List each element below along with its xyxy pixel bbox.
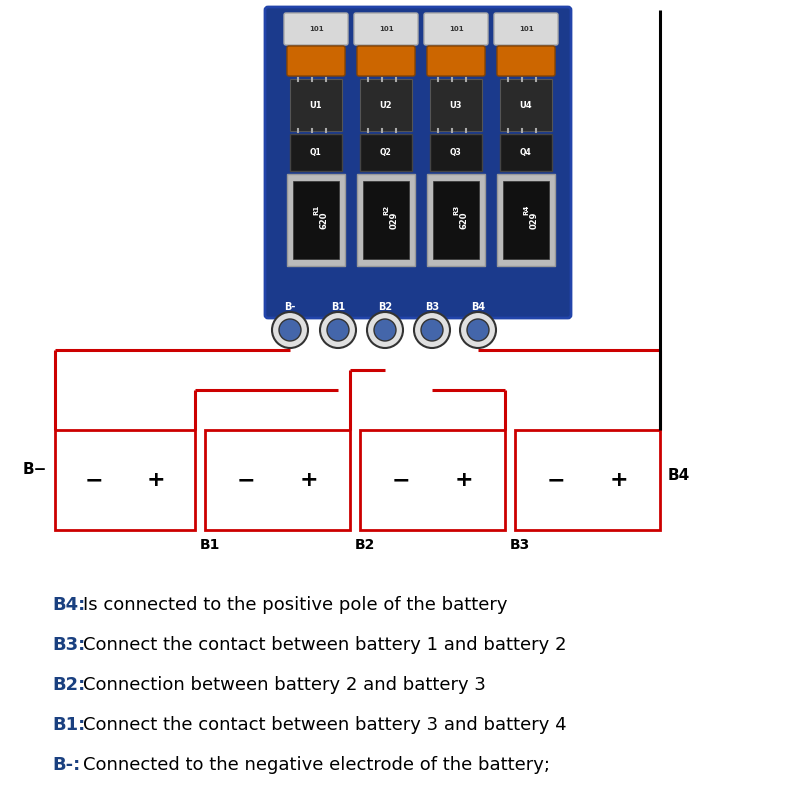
- Bar: [55, 430, 195, 530]
- FancyBboxPatch shape: [424, 13, 488, 45]
- Text: +: +: [610, 470, 629, 490]
- Text: Connect the contact between battery 3 and battery 4: Connect the contact between battery 3 an…: [83, 716, 566, 734]
- FancyBboxPatch shape: [430, 79, 482, 131]
- FancyBboxPatch shape: [430, 134, 482, 171]
- Text: Connected to the negative electrode of the battery;: Connected to the negative electrode of t…: [83, 756, 550, 774]
- Circle shape: [467, 319, 489, 341]
- Circle shape: [367, 312, 403, 348]
- Circle shape: [460, 312, 496, 348]
- FancyBboxPatch shape: [357, 46, 415, 76]
- Circle shape: [279, 319, 301, 341]
- Text: −: −: [236, 470, 255, 490]
- FancyBboxPatch shape: [293, 181, 339, 259]
- FancyBboxPatch shape: [354, 13, 418, 45]
- FancyBboxPatch shape: [494, 13, 558, 45]
- Text: Q4: Q4: [520, 149, 532, 158]
- Circle shape: [327, 319, 349, 341]
- Text: 101: 101: [309, 26, 323, 32]
- Text: −: −: [546, 470, 565, 490]
- FancyBboxPatch shape: [357, 174, 415, 266]
- Text: B3: B3: [510, 538, 530, 552]
- Text: 101: 101: [449, 26, 463, 32]
- Text: B1: B1: [200, 538, 220, 552]
- FancyBboxPatch shape: [360, 134, 412, 171]
- Text: Q2: Q2: [380, 149, 392, 158]
- Circle shape: [320, 312, 356, 348]
- FancyBboxPatch shape: [497, 174, 555, 266]
- Text: U2: U2: [380, 101, 392, 110]
- Text: Connect the contact between battery 1 and battery 2: Connect the contact between battery 1 an…: [83, 636, 566, 654]
- Text: 620: 620: [459, 211, 469, 229]
- Text: 620: 620: [319, 211, 329, 229]
- Text: R2: R2: [383, 205, 389, 215]
- Text: B3:: B3:: [52, 636, 86, 654]
- Text: B-:: B-:: [52, 756, 80, 774]
- FancyBboxPatch shape: [500, 134, 552, 171]
- Text: B−: B−: [22, 462, 47, 478]
- Bar: [360, 430, 505, 530]
- Text: U1: U1: [310, 101, 322, 110]
- Text: B4: B4: [471, 302, 485, 312]
- FancyBboxPatch shape: [290, 134, 342, 171]
- Text: 101: 101: [378, 26, 394, 32]
- FancyBboxPatch shape: [500, 79, 552, 131]
- Text: B2: B2: [378, 302, 392, 312]
- Text: B4:: B4:: [52, 596, 86, 614]
- Text: B2: B2: [355, 538, 375, 552]
- Bar: [515, 430, 660, 530]
- Text: B3: B3: [425, 302, 439, 312]
- Text: R3: R3: [453, 205, 459, 215]
- Text: B1:: B1:: [52, 716, 86, 734]
- Text: 029: 029: [530, 211, 538, 229]
- Text: Connection between battery 2 and battery 3: Connection between battery 2 and battery…: [83, 676, 486, 694]
- Text: R1: R1: [313, 205, 319, 215]
- Text: U4: U4: [520, 101, 532, 110]
- Text: Q1: Q1: [310, 149, 322, 158]
- Text: U3: U3: [450, 101, 462, 110]
- FancyBboxPatch shape: [503, 181, 549, 259]
- Text: +: +: [455, 470, 474, 490]
- Text: +: +: [300, 470, 318, 490]
- Text: B-: B-: [284, 302, 296, 312]
- Text: B4: B4: [668, 467, 690, 482]
- FancyBboxPatch shape: [433, 181, 479, 259]
- FancyBboxPatch shape: [265, 7, 571, 318]
- Circle shape: [421, 319, 443, 341]
- FancyBboxPatch shape: [284, 13, 348, 45]
- Circle shape: [414, 312, 450, 348]
- FancyBboxPatch shape: [287, 174, 345, 266]
- Text: 029: 029: [390, 211, 398, 229]
- Text: +: +: [146, 470, 165, 490]
- Text: 101: 101: [518, 26, 534, 32]
- FancyBboxPatch shape: [497, 46, 555, 76]
- Bar: [205, 430, 350, 530]
- Circle shape: [374, 319, 396, 341]
- FancyBboxPatch shape: [360, 79, 412, 131]
- Circle shape: [272, 312, 308, 348]
- Text: B2:: B2:: [52, 676, 86, 694]
- FancyBboxPatch shape: [363, 181, 409, 259]
- FancyBboxPatch shape: [427, 46, 485, 76]
- Text: −: −: [85, 470, 103, 490]
- FancyBboxPatch shape: [287, 46, 345, 76]
- FancyBboxPatch shape: [427, 174, 485, 266]
- Text: Is connected to the positive pole of the battery: Is connected to the positive pole of the…: [83, 596, 507, 614]
- Text: Q3: Q3: [450, 149, 462, 158]
- Text: −: −: [391, 470, 410, 490]
- Text: R4: R4: [523, 205, 529, 215]
- Text: B1: B1: [331, 302, 345, 312]
- FancyBboxPatch shape: [290, 79, 342, 131]
